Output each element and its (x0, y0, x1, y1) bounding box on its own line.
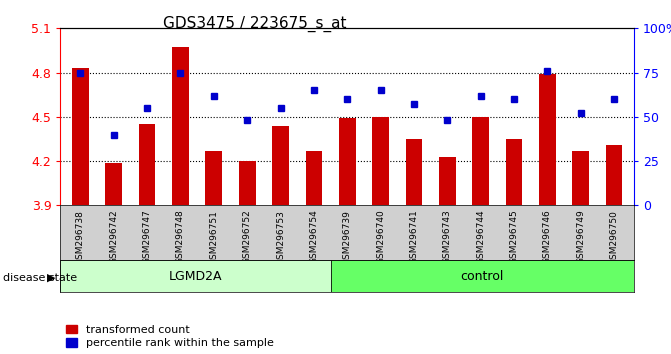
Bar (72, 68, 89, 205)
Legend: transformed count, percentile rank within the sample: transformed count, percentile rank withi… (66, 325, 274, 348)
Text: GSM296739: GSM296739 (343, 210, 352, 264)
Text: GSM296746: GSM296746 (543, 210, 552, 264)
Bar (272, 126, 289, 205)
Text: GSM296742: GSM296742 (109, 210, 118, 264)
Text: GSM296747: GSM296747 (143, 210, 152, 264)
Bar (205, 151, 222, 205)
Text: GSM296752: GSM296752 (243, 210, 252, 264)
Text: GSM296745: GSM296745 (509, 210, 519, 264)
Bar (239, 161, 256, 205)
Bar (572, 151, 589, 205)
Text: GDS3475 / 223675_s_at: GDS3475 / 223675_s_at (163, 16, 347, 32)
Text: GSM296744: GSM296744 (476, 210, 485, 264)
Bar (60, 260, 331, 292)
Text: ▶: ▶ (47, 273, 56, 283)
Bar (472, 117, 489, 205)
Bar (506, 139, 522, 205)
Text: GSM296750: GSM296750 (609, 210, 619, 264)
Bar (331, 260, 634, 292)
Text: GSM296743: GSM296743 (443, 210, 452, 264)
Bar (539, 74, 556, 205)
Text: GSM296748: GSM296748 (176, 210, 185, 264)
Bar (606, 145, 623, 205)
Text: GSM296754: GSM296754 (309, 210, 318, 264)
Bar (372, 117, 389, 205)
Bar (139, 124, 156, 205)
Bar (172, 47, 189, 205)
Bar (105, 162, 122, 205)
Bar (405, 139, 422, 205)
Text: GSM296753: GSM296753 (276, 210, 285, 264)
Bar (339, 118, 356, 205)
Text: GSM296741: GSM296741 (409, 210, 419, 264)
Text: control: control (461, 270, 504, 282)
Text: GSM296738: GSM296738 (76, 210, 85, 264)
Bar (305, 151, 322, 205)
Text: GSM296740: GSM296740 (376, 210, 385, 264)
Text: GSM296751: GSM296751 (209, 210, 218, 264)
Text: LGMD2A: LGMD2A (168, 270, 222, 282)
Bar (439, 156, 456, 205)
Text: GSM296749: GSM296749 (576, 210, 585, 264)
Text: disease state: disease state (3, 273, 77, 283)
